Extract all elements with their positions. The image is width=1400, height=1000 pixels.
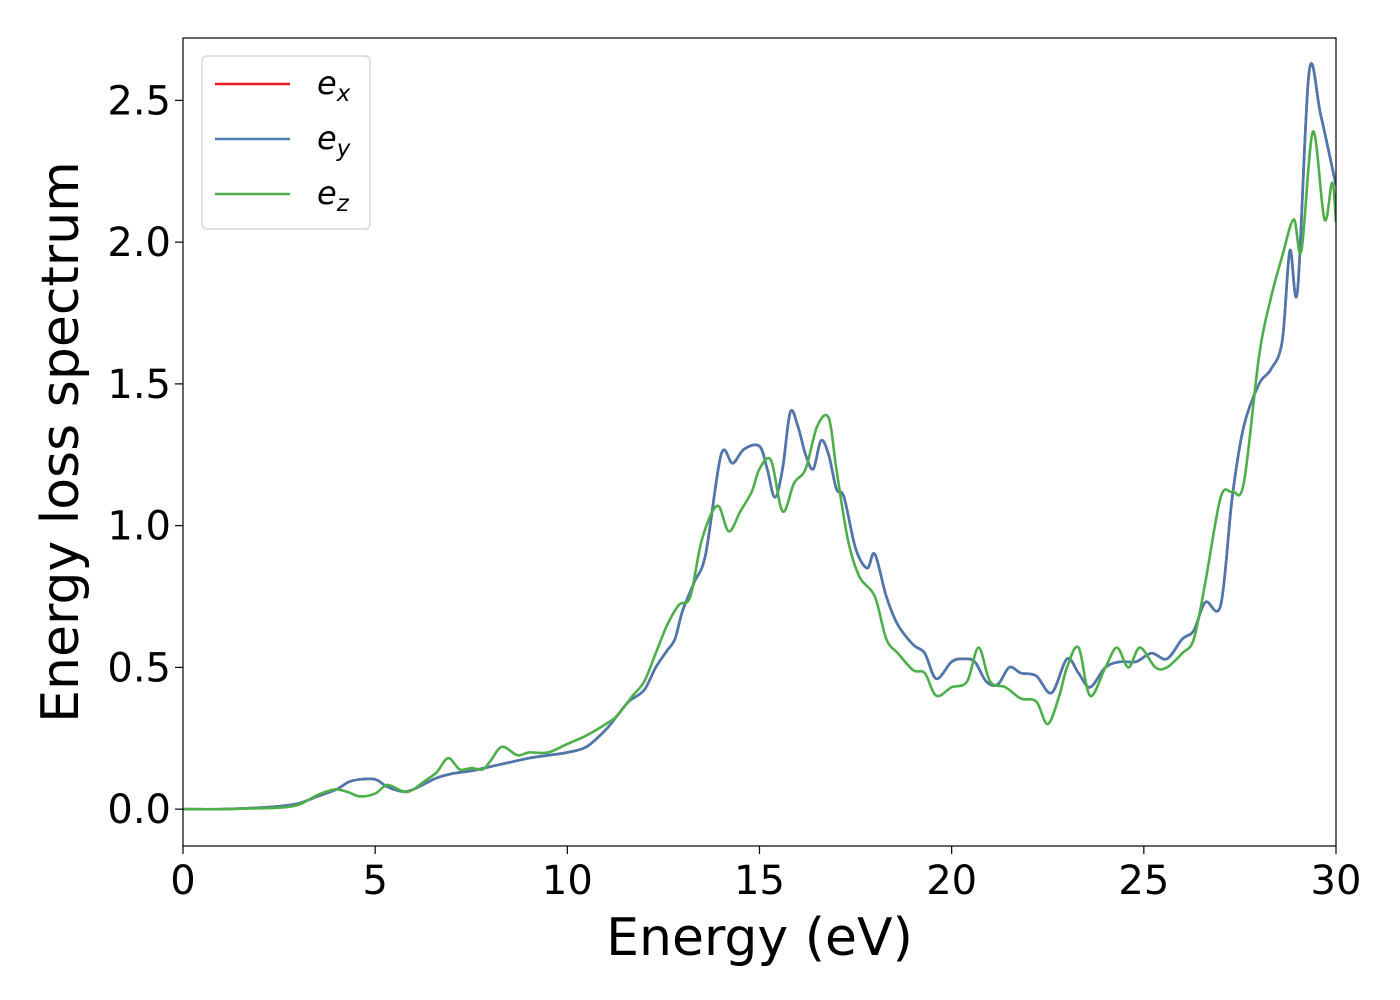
x-axis-title: Energy (eV): [606, 908, 913, 968]
y-axis-title: Energy loss spectrum: [31, 161, 91, 723]
x-axis: 0 5 10 15 20 25 30: [170, 846, 1361, 904]
x-tick-label: 25: [1118, 858, 1169, 904]
series-line-ez: [183, 130, 1336, 811]
series-line-ey: [183, 62, 1336, 811]
y-tick-label: 1.0: [107, 504, 171, 550]
y-tick-label: 2.5: [107, 78, 171, 124]
x-tick-label: 20: [926, 858, 977, 904]
plot-lines: [183, 62, 1336, 811]
y-tick-label: 2.0: [107, 220, 171, 266]
x-tick-label: 0: [170, 858, 195, 904]
y-tick-label: 1.5: [107, 362, 171, 408]
y-tick-label: 0.5: [107, 645, 171, 691]
legend-subscript: x: [336, 81, 351, 107]
legend-subscript: y: [336, 136, 351, 162]
x-tick-label: 30: [1311, 858, 1362, 904]
y-tick-label: 0.0: [107, 787, 171, 833]
legend-box: [201, 55, 371, 230]
legend-subscript: z: [336, 191, 350, 217]
y-axis: 0.0 0.5 1.0 1.5 2.0 2.5: [107, 78, 183, 833]
x-tick-label: 5: [362, 858, 387, 904]
x-tick-label: 10: [542, 858, 593, 904]
x-tick-label: 15: [734, 858, 785, 904]
